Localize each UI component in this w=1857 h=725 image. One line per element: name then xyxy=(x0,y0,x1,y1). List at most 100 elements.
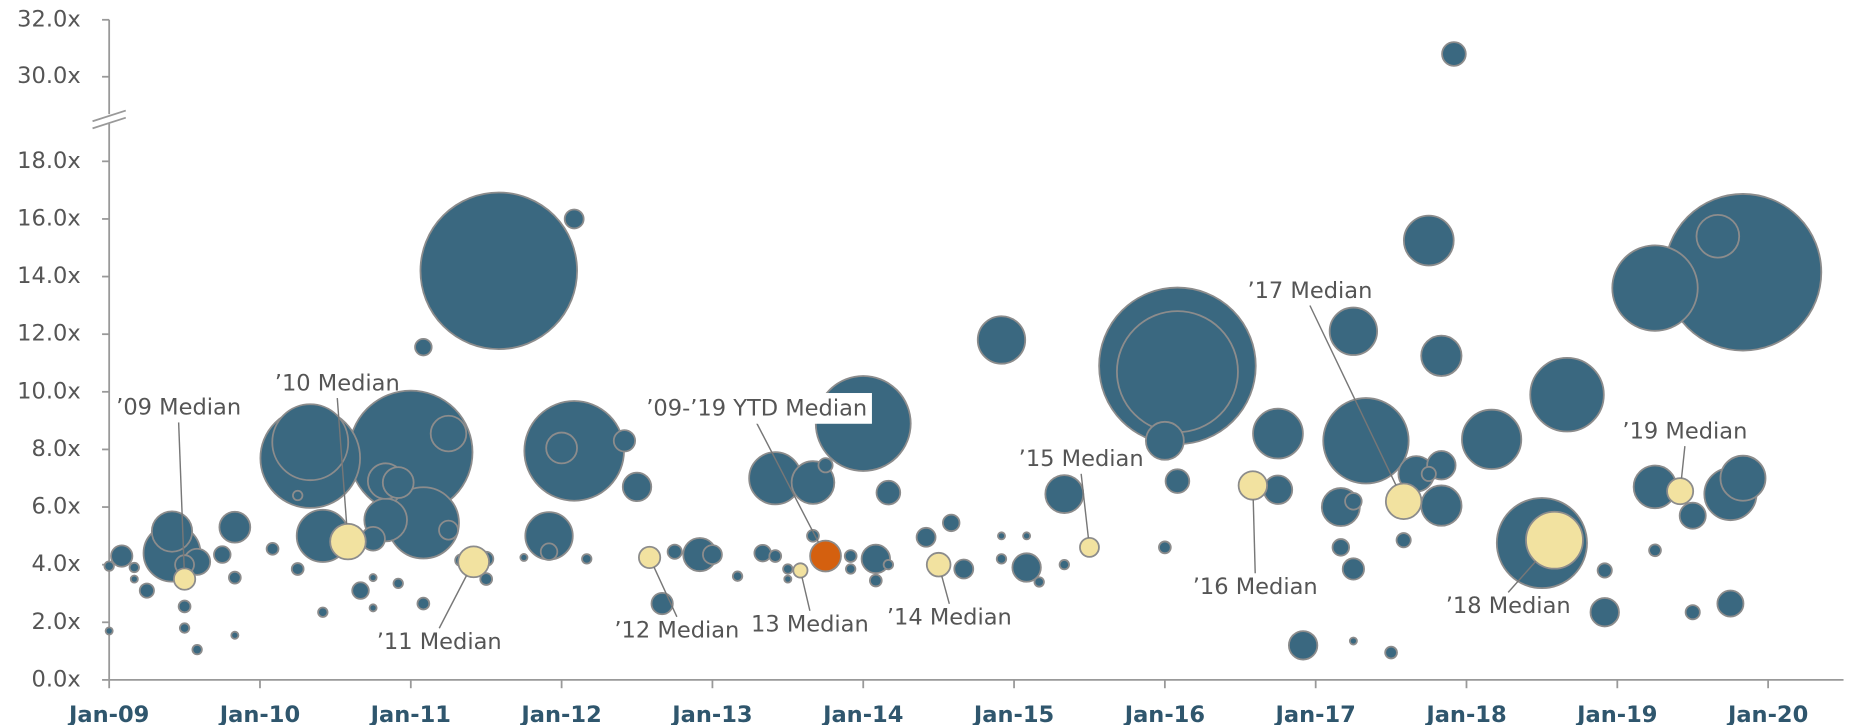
annotation: ’19 Median xyxy=(1622,418,1747,444)
bubble xyxy=(702,544,723,565)
bubble xyxy=(290,562,305,576)
bubble xyxy=(845,563,857,575)
bubble xyxy=(191,644,203,656)
annotation: ’16 Median xyxy=(1193,574,1318,600)
y-tick-label: 6.0x xyxy=(32,494,81,520)
bubble xyxy=(1420,465,1437,482)
leader-line xyxy=(1680,446,1686,479)
bubble xyxy=(1420,484,1463,527)
bubble xyxy=(292,489,304,502)
annotation: ’18 Median xyxy=(1446,593,1571,619)
leader-line xyxy=(1080,473,1090,539)
bubble xyxy=(479,572,494,586)
bubble xyxy=(519,553,529,562)
bubble xyxy=(1058,559,1070,571)
bubble xyxy=(1011,552,1042,583)
bubble xyxy=(621,471,653,503)
annotation: ’11 Median xyxy=(377,629,502,655)
bubble xyxy=(1589,597,1620,628)
bubble xyxy=(612,429,637,453)
annotation: 13 Median xyxy=(751,612,869,638)
bubble xyxy=(868,573,883,588)
bubble xyxy=(329,522,367,561)
bubble xyxy=(997,531,1006,541)
bubble xyxy=(563,208,585,230)
bubble xyxy=(317,606,329,618)
bubble xyxy=(539,542,559,561)
annotation: ’09 Median xyxy=(116,395,241,421)
bubble xyxy=(414,337,433,357)
leader-line xyxy=(438,575,468,629)
bubble xyxy=(1648,543,1662,558)
bubble xyxy=(1719,454,1767,502)
leader-line xyxy=(1507,561,1537,593)
x-tick-label: Jan-12 xyxy=(519,702,601,725)
bubble xyxy=(925,551,952,578)
annotation: ’15 Median xyxy=(1019,446,1144,472)
bubble xyxy=(381,466,415,499)
x-tick-label: Jan-19 xyxy=(1575,702,1657,725)
bubble xyxy=(768,549,783,563)
bubble xyxy=(753,543,772,563)
bubble xyxy=(875,479,902,506)
bubble xyxy=(1441,41,1467,67)
y-tick-label: 30.0x xyxy=(17,63,81,89)
annotation-bg xyxy=(641,393,872,424)
annotation: ’12 Median xyxy=(614,618,739,644)
x-tick-label: Jan-09 xyxy=(67,702,149,725)
bubble xyxy=(1022,531,1032,541)
x-tick-label: Jan-11 xyxy=(369,702,451,725)
x-tick-label: Jan-17 xyxy=(1274,702,1356,725)
bubble xyxy=(129,574,139,584)
bubble xyxy=(177,599,192,614)
bubble xyxy=(213,545,232,564)
bubble xyxy=(1596,562,1613,579)
y-tick-label: 18.0x xyxy=(17,148,81,174)
bubble xyxy=(1684,604,1701,621)
x-tick-label: Jan-16 xyxy=(1123,702,1205,725)
bubble xyxy=(351,581,370,600)
x-tick-label: Jan-15 xyxy=(972,702,1054,725)
leader-line xyxy=(941,575,951,605)
bubble xyxy=(638,545,662,570)
bubble xyxy=(817,457,834,474)
bubble xyxy=(1529,357,1605,433)
bubble xyxy=(138,582,155,599)
bubble xyxy=(265,542,280,556)
annotation: ’17 Median xyxy=(1247,278,1372,304)
bubble xyxy=(1611,244,1699,332)
leader-line xyxy=(1252,499,1256,574)
leader-line xyxy=(801,577,811,611)
bubble xyxy=(843,549,858,563)
bubble xyxy=(1678,501,1707,530)
bubble xyxy=(173,567,197,591)
bubble xyxy=(1461,408,1523,470)
x-tick-label: Jan-18 xyxy=(1424,702,1506,725)
bubble xyxy=(1384,645,1398,660)
axis-break xyxy=(92,116,127,130)
bubble xyxy=(1044,474,1085,514)
bubble xyxy=(110,544,134,568)
bubble xyxy=(1402,214,1455,267)
bubble xyxy=(995,553,1008,565)
bubble xyxy=(1164,468,1191,494)
y-tick-label: 8.0x xyxy=(32,436,81,462)
bubble xyxy=(1262,474,1294,505)
bubble xyxy=(368,573,378,583)
y-tick-label: 32.0x xyxy=(17,6,81,32)
bubble xyxy=(1716,589,1745,618)
bubble xyxy=(438,519,459,541)
bubble xyxy=(228,570,242,585)
bubble xyxy=(782,563,794,575)
bubble xyxy=(783,574,793,584)
bubble xyxy=(666,543,683,560)
bubble xyxy=(1144,420,1185,461)
bubble xyxy=(731,570,744,582)
leader-line xyxy=(336,397,348,524)
bubble xyxy=(792,562,809,579)
bubble xyxy=(1252,407,1304,460)
bubble xyxy=(1420,334,1463,377)
bubble xyxy=(976,315,1027,365)
bubble xyxy=(230,630,240,640)
